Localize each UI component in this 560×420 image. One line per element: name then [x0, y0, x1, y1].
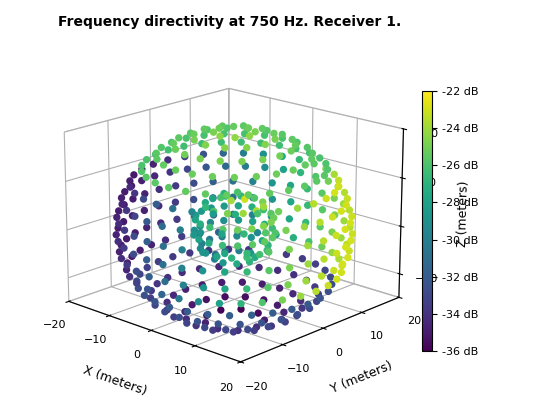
X-axis label: X (meters): X (meters) — [81, 363, 148, 398]
Title: Frequency directivity at 750 Hz. Receiver 1.: Frequency directivity at 750 Hz. Receive… — [58, 15, 401, 29]
Y-axis label: Y (meters): Y (meters) — [329, 359, 395, 396]
